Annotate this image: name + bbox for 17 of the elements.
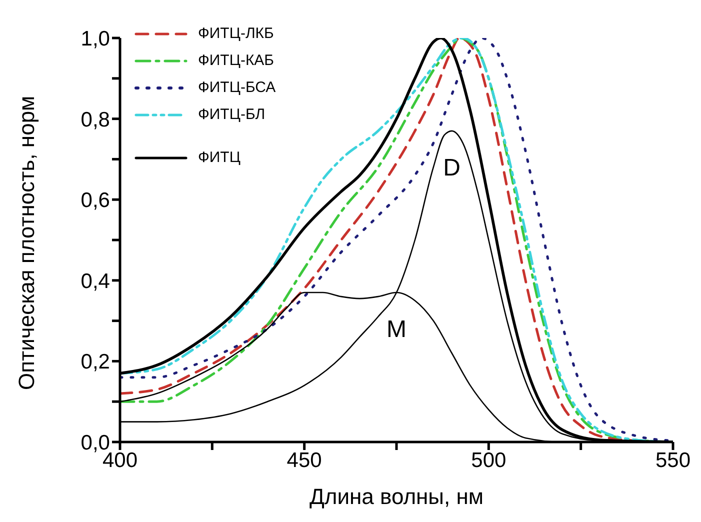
y-tick-label: 0,6 — [80, 189, 110, 212]
x-tick-label: 550 — [655, 448, 691, 472]
legend-label: ФИТЦ — [198, 149, 240, 166]
y-tick-label: 0,4 — [80, 270, 110, 293]
y-tick-label: 0,8 — [80, 108, 110, 132]
legend-label: ФИТЦ-БСА — [198, 79, 276, 96]
x-axis-title: Длина волны, нм — [309, 484, 484, 509]
y-tick-label: 1,0 — [80, 27, 110, 50]
annotation: D — [443, 154, 460, 182]
x-tick-label: 450 — [286, 448, 322, 472]
y-axis-title: Оптическая плотность, норм — [14, 96, 39, 390]
legend-label: ФИТЦ-ЛКБ — [198, 25, 274, 42]
legend-label: ФИТЦ-БЛ — [198, 106, 266, 123]
legend-label: ФИТЦ-КАБ — [198, 52, 274, 69]
x-tick-label: 500 — [471, 448, 506, 472]
y-tick-label: 0,2 — [80, 350, 110, 374]
annotation: M — [386, 316, 406, 344]
